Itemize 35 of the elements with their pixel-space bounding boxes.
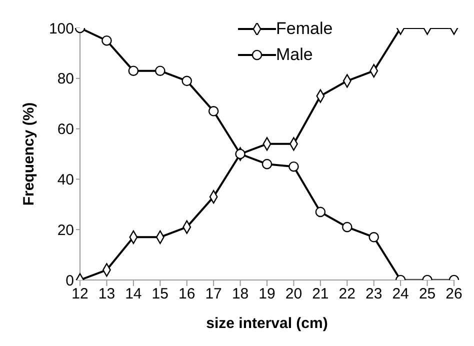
x-tick-label: 24 [392,286,409,303]
point [208,106,219,116]
y-tick-label: 80 [57,70,74,88]
y-tick-label: 20 [57,222,74,239]
x-tick-label: 14 [125,286,142,303]
point [154,66,166,76]
x-tick-label: 20 [285,286,302,303]
point [342,222,352,232]
point [182,76,192,86]
y-tick-label: 60 [57,121,74,138]
x-tick-label: 21 [312,286,329,303]
point [288,161,299,172]
point [315,206,326,218]
x-tick-label: 22 [338,286,356,303]
x-tick-label: 13 [98,286,116,303]
x-tick-label: 18 [232,286,249,303]
legend-label: Female [276,19,333,39]
x-tick-label: 15 [152,286,168,303]
point [102,35,112,46]
point [368,232,380,242]
y-tick-label: 40 [57,172,74,189]
x-tick-label: 26 [446,286,462,303]
y-tick-label: 100 [48,20,74,38]
x-axis-title: size interval (cm) [206,315,328,332]
point [262,158,272,170]
point [128,66,139,76]
x-tick-label: 17 [205,286,222,303]
x-tick-label: 25 [418,286,436,303]
x-tick-label: 19 [258,286,276,303]
y-axis-title: Frequency (%) [20,102,38,206]
x-tick-label: 16 [178,286,196,303]
x-tick-label: 12 [72,286,88,303]
y-tick-label: 0 [66,272,74,290]
x-tick-label: 23 [366,286,382,303]
legend-label: Male [276,45,313,65]
